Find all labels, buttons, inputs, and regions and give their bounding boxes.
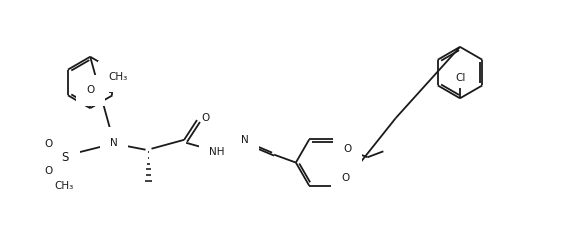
- Text: Cl: Cl: [456, 73, 466, 84]
- Text: CH₃: CH₃: [55, 181, 74, 191]
- Text: N: N: [110, 138, 118, 148]
- Text: N: N: [241, 135, 248, 145]
- Text: O: O: [344, 144, 352, 154]
- Text: O: O: [86, 85, 94, 95]
- Text: O: O: [201, 113, 209, 123]
- Text: O: O: [342, 173, 350, 183]
- Text: O: O: [44, 166, 53, 177]
- Text: CH₃: CH₃: [108, 71, 127, 82]
- Text: S: S: [61, 151, 68, 164]
- Text: NH: NH: [209, 147, 224, 157]
- Text: O: O: [44, 139, 53, 149]
